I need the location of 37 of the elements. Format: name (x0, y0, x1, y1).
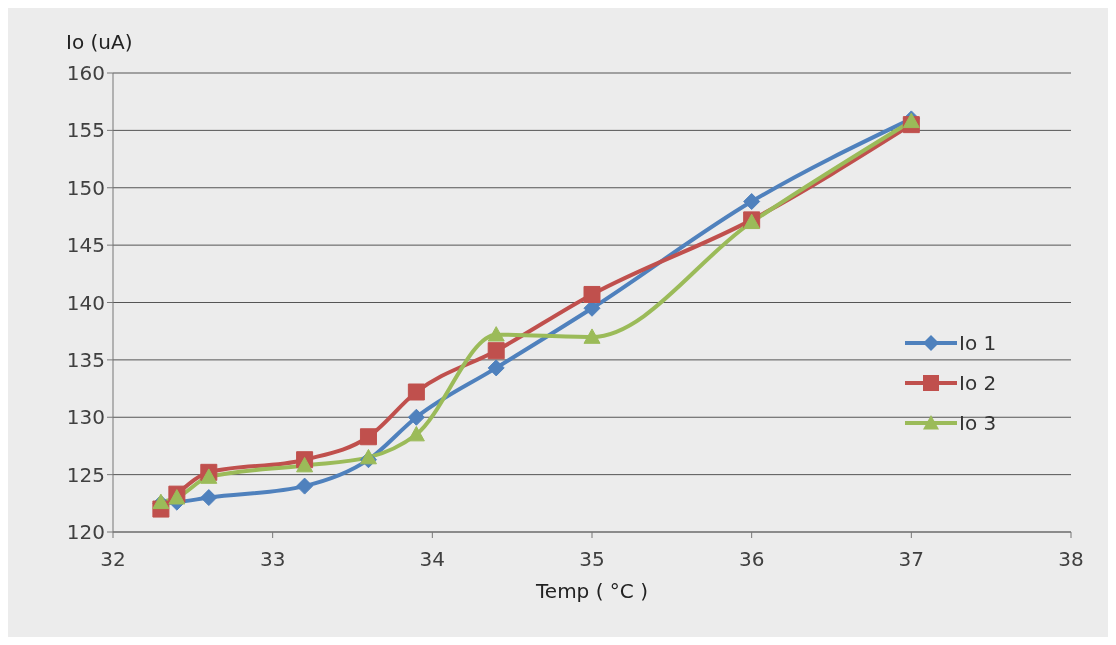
point (296, 456, 314, 473)
x-tick-label: 32 (100, 547, 126, 572)
point (168, 489, 186, 505)
y-tick-label: 150 (66, 175, 105, 200)
legend-label: Io 3 (959, 411, 997, 435)
legend-label: Io 2 (959, 371, 997, 395)
point (407, 383, 425, 401)
y-tick-label: 155 (66, 118, 105, 143)
point (407, 425, 425, 442)
point (200, 468, 218, 484)
point (487, 342, 505, 360)
x-tick-label: 37 (898, 547, 925, 572)
x-tick-label: 38 (1058, 547, 1084, 572)
x-axis-title: Temp ( °C ) (535, 579, 648, 604)
point (487, 326, 505, 342)
point (407, 408, 425, 426)
y-tick-label: 120 (66, 520, 105, 545)
point (583, 328, 601, 344)
y-tick-label: 135 (66, 347, 105, 372)
x-tick-label: 36 (738, 547, 765, 572)
y-tick-label: 140 (66, 290, 105, 315)
y-axis-title: Io (uA) (66, 30, 133, 54)
point (200, 489, 218, 507)
point (487, 359, 505, 377)
x-tick-label: 33 (259, 547, 286, 572)
point (296, 477, 314, 495)
x-tick-label: 34 (419, 547, 446, 572)
point (743, 193, 761, 211)
legend-label: Io 1 (959, 331, 997, 355)
point (359, 428, 377, 446)
point (359, 448, 377, 465)
y-tick-label: 130 (66, 405, 105, 430)
y-tick-label: 125 (66, 462, 105, 487)
y-tick-label: 145 (66, 233, 105, 258)
y-tick-label: 160 (66, 61, 105, 86)
point (583, 285, 601, 303)
x-tick-label: 35 (579, 547, 605, 572)
